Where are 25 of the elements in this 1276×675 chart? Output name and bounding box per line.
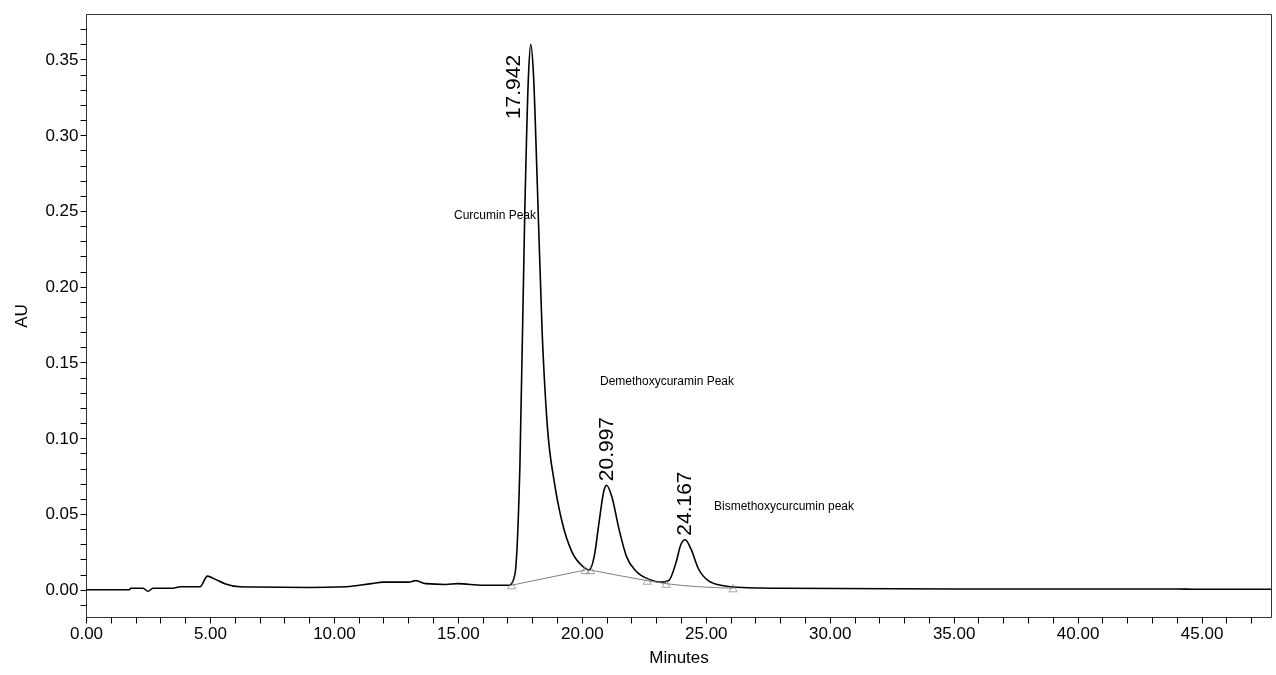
y-tick-label: 0.25 — [45, 201, 79, 221]
x-axis-title: Minutes — [649, 647, 709, 667]
x-tick-label: 15.00 — [437, 623, 480, 643]
annotation: 17.942 — [500, 54, 524, 120]
y-tick-label: 0.00 — [45, 580, 79, 600]
x-tick-label: 0.00 — [69, 623, 104, 643]
x-tick-label: 25.00 — [685, 623, 728, 643]
x-tick-label: 10.00 — [313, 623, 356, 643]
x-tick-label: 40.00 — [1056, 623, 1100, 643]
annotation: Bismethoxycurcumin peak — [713, 499, 856, 513]
y-tick-label: 0.15 — [45, 352, 79, 372]
annotation: 24.167 — [672, 471, 696, 536]
x-tick-label: 20.00 — [561, 623, 604, 643]
x-tick-label: 30.00 — [808, 623, 852, 643]
y-tick-label: 0.30 — [45, 125, 79, 145]
y-axis-title: AU — [12, 304, 32, 328]
y-tick-label: 0.20 — [45, 277, 79, 297]
x-tick-label: 45.00 — [1180, 623, 1224, 643]
y-tick-label: 0.10 — [45, 428, 79, 448]
y-tick-label: 0.35 — [45, 49, 79, 69]
annotation: Demethoxycuramin Peak — [599, 374, 736, 388]
y-tick-label: 0.05 — [45, 504, 79, 524]
x-tick-label: 35.00 — [932, 623, 976, 643]
x-tick-label: 5.00 — [193, 623, 227, 643]
annotation: 20.997 — [593, 416, 617, 482]
